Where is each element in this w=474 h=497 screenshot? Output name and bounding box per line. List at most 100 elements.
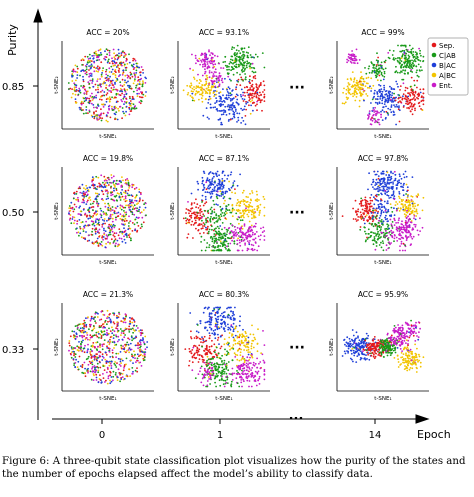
scatter-point [131, 372, 134, 375]
scatter-point [81, 336, 84, 339]
scatter-point [216, 220, 219, 223]
scatter-point [89, 352, 92, 355]
scatter-point [245, 101, 247, 103]
panel-y-axis-label: t-SNE₂ [54, 76, 60, 93]
scatter-point [378, 205, 381, 208]
scatter-point [217, 219, 220, 221]
scatter-point [115, 187, 118, 190]
scatter-point [219, 190, 222, 193]
scatter-point [385, 249, 388, 251]
scatter-point [404, 89, 407, 92]
scatter-point [135, 86, 137, 89]
scatter-point [251, 233, 254, 236]
scatter-point [117, 211, 120, 214]
scatter-point [215, 239, 218, 242]
scatter-point [230, 237, 233, 240]
scatter-point [99, 374, 101, 376]
scatter-point [392, 110, 395, 113]
scatter-point [416, 86, 418, 89]
scatter-point [123, 84, 126, 86]
scatter-point [89, 348, 92, 351]
scatter-point [73, 192, 75, 195]
scatter-point [346, 58, 348, 61]
scatter-point [198, 98, 200, 101]
scatter-point [379, 70, 381, 72]
scatter-point [92, 200, 95, 203]
scatter-point [80, 349, 83, 352]
scatter-point [407, 66, 410, 69]
scatter-point [210, 206, 213, 209]
scatter-point [117, 66, 119, 69]
scatter-point [127, 80, 129, 83]
scatter-point [204, 191, 207, 194]
scatter-point [400, 50, 403, 53]
scatter-point [80, 100, 83, 103]
scatter-point [201, 219, 203, 222]
scatter-point [86, 201, 88, 203]
scatter-point [138, 330, 141, 332]
scatter-point [387, 114, 390, 116]
scatter-point [252, 249, 254, 252]
scatter-point [100, 53, 103, 56]
scatter-point [93, 96, 96, 98]
scatter-point [231, 107, 234, 110]
scatter-point [206, 329, 209, 332]
scatter-point [380, 231, 383, 234]
scatter-point [216, 77, 219, 80]
scatter-point [398, 173, 401, 176]
scatter-point [87, 338, 89, 341]
scatter-point [115, 194, 118, 197]
scatter-point [99, 114, 102, 117]
scatter-point [100, 337, 103, 340]
scatter-point [350, 62, 353, 64]
scatter-point [231, 109, 233, 111]
scatter-point [234, 226, 236, 228]
scatter-point [223, 311, 226, 313]
scatter-point [239, 58, 242, 60]
scatter-point [82, 190, 85, 193]
scatter-point [351, 71, 354, 73]
scatter-point [378, 111, 380, 114]
scatter-point [129, 316, 131, 319]
scatter-point [415, 195, 418, 197]
scatter-point [213, 175, 215, 178]
scatter-point [84, 89, 87, 92]
scatter-point [254, 77, 257, 80]
scatter-point [98, 54, 100, 56]
scatter-point [383, 103, 386, 105]
purity-tick-033: 0.33 [2, 345, 24, 356]
scatter-point [351, 50, 353, 52]
scatter-point [233, 209, 236, 211]
scatter-point [248, 243, 251, 246]
scatter-point [214, 217, 216, 220]
scatter-point [108, 54, 111, 57]
scatter-point [373, 111, 376, 113]
scatter-point [380, 73, 383, 76]
scatter-point [211, 180, 213, 183]
scatter-point [76, 349, 79, 351]
scatter-point [405, 98, 408, 101]
scatter-point [375, 114, 377, 117]
scatter-point [395, 96, 397, 99]
scatter-point [110, 182, 113, 184]
scatter-point [115, 356, 117, 359]
scatter-point [130, 73, 133, 75]
scatter-point [349, 60, 352, 63]
scatter-point [363, 99, 365, 102]
scatter-point [88, 75, 90, 78]
scatter-point [144, 335, 147, 338]
scatter-point [248, 220, 251, 223]
panel-x-axis-label: t-SNE₁ [215, 260, 232, 266]
scatter-point [88, 109, 91, 112]
scatter-point [421, 109, 424, 111]
scatter-point [386, 194, 389, 197]
scatter-point [232, 62, 234, 65]
scatter-point [395, 236, 398, 239]
scatter-point [388, 186, 390, 189]
scatter-point [201, 227, 204, 230]
scatter-point [125, 211, 128, 214]
scatter-point [99, 344, 101, 347]
scatter-point [119, 204, 122, 207]
scatter-point [383, 60, 386, 63]
scatter-point [231, 314, 234, 317]
